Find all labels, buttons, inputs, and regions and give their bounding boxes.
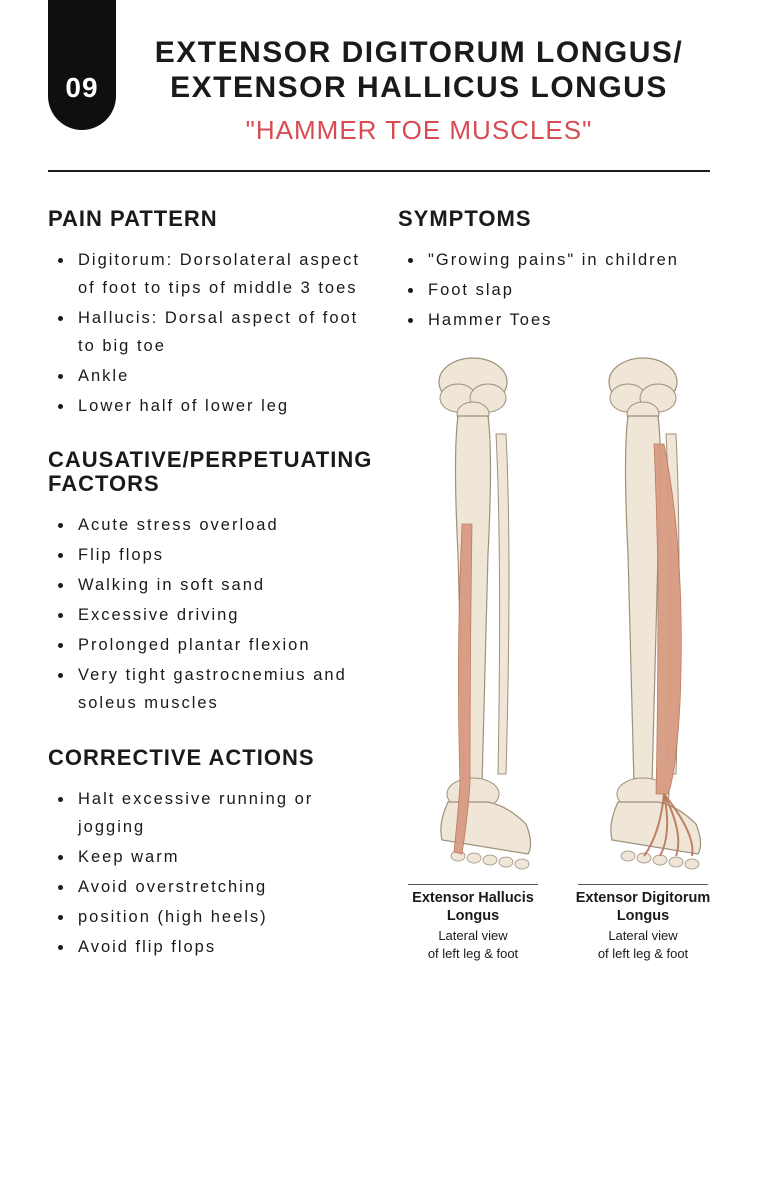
symptoms-list: "Growing pains" in children Foot slap Ha…	[398, 246, 720, 334]
list-item: Avoid flip flops	[74, 933, 378, 961]
section-heading-factors: CAUSATIVE/PERPETUATING FACTORS	[48, 448, 378, 496]
pain-pattern-list: Digitorum: Dorsolateral aspect of foot t…	[48, 246, 378, 420]
list-item: "Growing pains" in children	[424, 246, 720, 274]
leg-illustration-digitorum	[568, 354, 718, 874]
list-item: Acute stress overload	[74, 511, 378, 539]
page-number-badge: 09	[48, 0, 116, 130]
diagram-digitorum: Extensor Digitorum Longus Lateral viewof…	[566, 354, 720, 962]
page-number: 09	[65, 72, 98, 104]
page-subtitle: "HAMMER TOE MUSCLES"	[120, 115, 718, 146]
right-column: SYMPTOMS "Growing pains" in children Foo…	[398, 206, 720, 963]
section-heading-corrective: CORRECTIVE ACTIONS	[48, 745, 378, 771]
caption-rule	[578, 884, 708, 885]
content-columns: PAIN PATTERN Digitorum: Dorsolateral asp…	[0, 172, 758, 963]
list-item: Digitorum: Dorsolateral aspect of foot t…	[74, 246, 378, 302]
list-item: Excessive driving	[74, 601, 378, 629]
diagram-caption-subtitle: Lateral viewof left leg & foot	[428, 927, 518, 962]
list-item: Avoid overstretching	[74, 873, 378, 901]
corrective-list: Halt excessive running or jogging Keep w…	[48, 785, 378, 961]
list-item: Very tight gastrocnemius and soleus musc…	[74, 661, 378, 717]
diagram-caption-title: Extensor Digitorum Longus	[566, 889, 720, 925]
caption-rule	[408, 884, 538, 885]
anatomy-diagrams: Extensor Hallucis Longus Lateral viewof …	[398, 354, 720, 962]
diagram-hallucis: Extensor Hallucis Longus Lateral viewof …	[398, 354, 548, 962]
left-column: PAIN PATTERN Digitorum: Dorsolateral asp…	[48, 206, 378, 963]
page-title: EXTENSOR DIGITORUM LONGUS/ EXTENSOR HALL…	[120, 36, 718, 105]
list-item: Walking in soft sand	[74, 571, 378, 599]
leg-illustration-hallucis	[398, 354, 548, 874]
list-item: Flip flops	[74, 541, 378, 569]
list-item: Lower half of lower leg	[74, 392, 378, 420]
list-item: Ankle	[74, 362, 378, 390]
section-heading-symptoms: SYMPTOMS	[398, 206, 720, 232]
list-item: position (high heels)	[74, 903, 378, 931]
list-item: Foot slap	[424, 276, 720, 304]
factors-list: Acute stress overload Flip flops Walking…	[48, 511, 378, 717]
diagram-caption-title: Extensor Hallucis Longus	[398, 889, 548, 925]
list-item: Prolonged plantar flexion	[74, 631, 378, 659]
list-item: Hallucis: Dorsal aspect of foot to big t…	[74, 304, 378, 360]
list-item: Halt excessive running or jogging	[74, 785, 378, 841]
list-item: Hammer Toes	[424, 306, 720, 334]
section-heading-pain-pattern: PAIN PATTERN	[48, 206, 378, 232]
list-item: Keep warm	[74, 843, 378, 871]
diagram-caption-subtitle: Lateral viewof left leg & foot	[598, 927, 688, 962]
